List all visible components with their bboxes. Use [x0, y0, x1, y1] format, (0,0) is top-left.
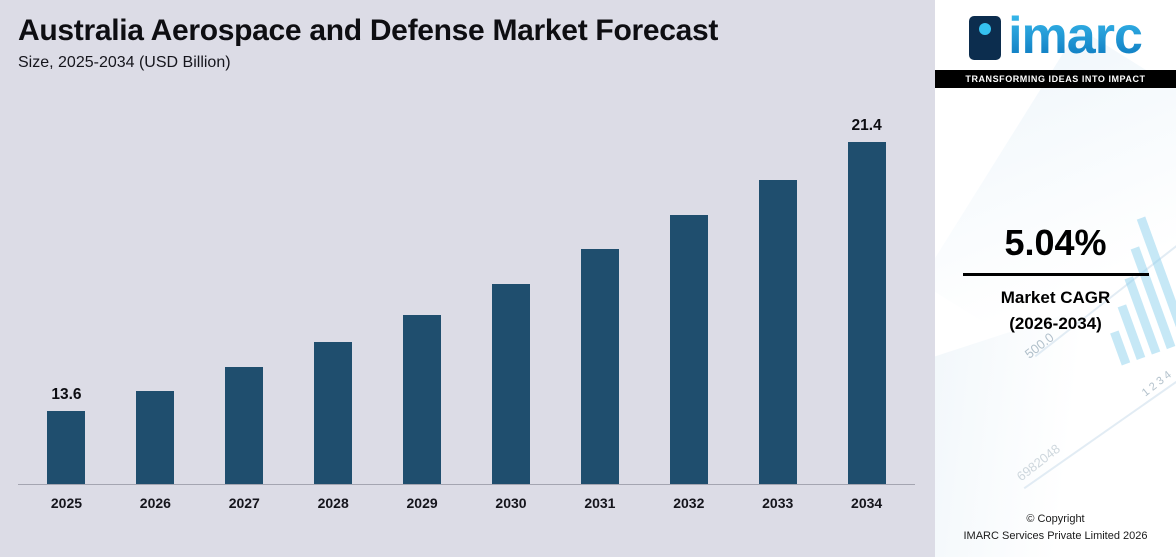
bar-value-label-2025: 13.6: [51, 386, 82, 403]
bar-2033: [758, 180, 797, 484]
bar-column-2026: [111, 142, 200, 484]
cagr-block: 5.04% Market CAGR (2026-2034): [935, 222, 1176, 334]
bar-column-2031: [555, 142, 644, 484]
cagr-divider: [962, 273, 1149, 276]
decor-line: [1023, 372, 1176, 489]
imarc-logo: imarc TRANSFORMING IDEAS INTO IMPACT: [935, 0, 1176, 88]
bar-column-2029: [378, 142, 467, 484]
bar-column-2030: [467, 142, 556, 484]
x-axis-label-2026: 2026: [139, 495, 171, 511]
bar-column-2032: [644, 142, 733, 484]
bar-2030: [491, 284, 530, 484]
copyright-line1: © Copyright: [1026, 512, 1085, 525]
copyright-line2: IMARC Services Private Limited 2026: [963, 529, 1148, 542]
bar-2027: [225, 367, 264, 484]
copyright: © Copyright IMARC Services Private Limit…: [935, 511, 1176, 545]
imarc-logo-mark-icon: [969, 16, 1002, 60]
cagr-label: Market CAGR: [1000, 288, 1111, 307]
bar-column-2025: 13.6: [22, 142, 111, 484]
x-axis-label-2028: 2028: [317, 495, 349, 511]
bar-2032: [669, 215, 708, 484]
decor-axis-value: 500.0: [1021, 329, 1057, 362]
cagr-value: 5.04%: [1004, 222, 1107, 263]
x-axis-label-2032: 2032: [673, 495, 705, 511]
decor-numbers: 1 2 3 4: [1140, 368, 1175, 400]
bar-2028: [314, 342, 353, 484]
bar-2031: [580, 249, 619, 484]
bar-2025: [47, 411, 86, 484]
plot-area: 13.6 21.4: [18, 117, 915, 484]
x-axis-label-2033: 2033: [762, 495, 794, 511]
bar-column-2028: [289, 142, 378, 484]
x-axis-label-2025: 2025: [50, 495, 83, 511]
x-axis-label-2034: 2034: [851, 495, 883, 511]
bar-2029: [403, 315, 442, 484]
x-axis-line: [18, 484, 915, 485]
x-axis-label-2030: 2030: [495, 495, 527, 511]
brand-panel: 500.0 1 2 3 4 6982048 imarc TRANSFORMING…: [935, 0, 1176, 557]
bar-column-2034: 21.4: [822, 117, 911, 484]
x-axis-label-2031: 2031: [584, 495, 616, 511]
x-axis-labels: 2025 2026 2027 2028 2029 2030 2031 2032 2033 2034: [18, 485, 915, 511]
imarc-logo-dot-icon: [979, 23, 992, 35]
imarc-logo-text: imarc: [1008, 7, 1143, 65]
bar-2026: [136, 391, 175, 484]
chart-title: Australia Aerospace and Defense Market F…: [18, 14, 719, 47]
imarc-logo-row: imarc: [935, 10, 1176, 62]
x-axis-label-2029: 2029: [406, 495, 438, 511]
cagr-years: (2026-2034): [1009, 314, 1102, 333]
bar-column-2027: [200, 142, 289, 484]
decor-serial-number: 6982048: [1013, 441, 1063, 484]
bar-column-2033: [733, 142, 822, 484]
bar-2034: [847, 142, 886, 484]
chart-subtitle: Size, 2025-2034 (USD Billion): [18, 54, 231, 71]
chart-area: Australia Aerospace and Defense Market F…: [0, 0, 935, 557]
bar-value-label-2034: 21.4: [851, 117, 882, 134]
bar-chart: 13.6 21.4 2025 2026 2027 2028 2029 2030 2031 203…: [18, 117, 915, 511]
imarc-tagline: TRANSFORMING IDEAS INTO IMPACT: [935, 70, 1176, 88]
x-axis-label-2027: 2027: [228, 495, 260, 511]
